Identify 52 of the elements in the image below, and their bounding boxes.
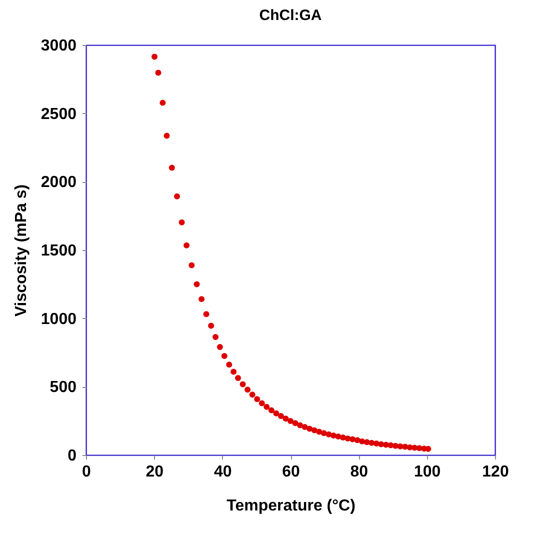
x-axis-title: Temperature (°C) (226, 498, 356, 514)
x-tick-label: 100 (414, 464, 441, 480)
point (168, 164, 175, 171)
point (278, 413, 284, 420)
x-tick-label: 80 (350, 464, 368, 480)
point (178, 219, 185, 226)
point (240, 381, 246, 388)
y-tick-label: 1500 (40, 242, 77, 260)
point (221, 353, 228, 360)
point (254, 396, 260, 402)
point (292, 420, 298, 426)
point (226, 362, 232, 368)
point (198, 296, 205, 302)
x-tick-label: 40 (214, 464, 232, 480)
point (340, 434, 346, 440)
x-tick-label: 120 (482, 464, 509, 480)
point (188, 262, 195, 268)
point (194, 281, 200, 288)
point (208, 322, 214, 329)
y-axis-title: Viscosity (mPa s) (12, 184, 30, 317)
point (212, 334, 219, 340)
point (282, 416, 289, 422)
y-tick-label: 2500 (40, 106, 77, 123)
point (230, 368, 237, 375)
point (160, 100, 166, 106)
x-tick-label: 60 (282, 464, 300, 480)
point (152, 54, 158, 60)
y-tick-label: 0 (68, 448, 77, 464)
point (297, 422, 304, 428)
point (288, 418, 294, 424)
point (244, 386, 251, 393)
point (249, 392, 256, 398)
y-tick-label: 3000 (40, 38, 77, 54)
point (174, 193, 180, 200)
point (258, 400, 265, 406)
point (330, 432, 336, 438)
point (235, 375, 242, 382)
point (268, 407, 274, 414)
point (155, 70, 162, 76)
y-tick-label: 2000 (40, 174, 77, 192)
y-tick-label: 500 (50, 379, 77, 396)
x-tick-label: 0 (82, 464, 92, 480)
point (216, 344, 223, 350)
point (264, 404, 270, 410)
y-tick-label: 1000 (40, 310, 77, 328)
point (273, 410, 280, 416)
point (164, 132, 170, 139)
point (203, 311, 210, 318)
x-tick-label: 20 (146, 464, 164, 480)
chart-title: ChCl:GA (259, 7, 322, 24)
point (302, 424, 308, 430)
point (184, 242, 190, 248)
